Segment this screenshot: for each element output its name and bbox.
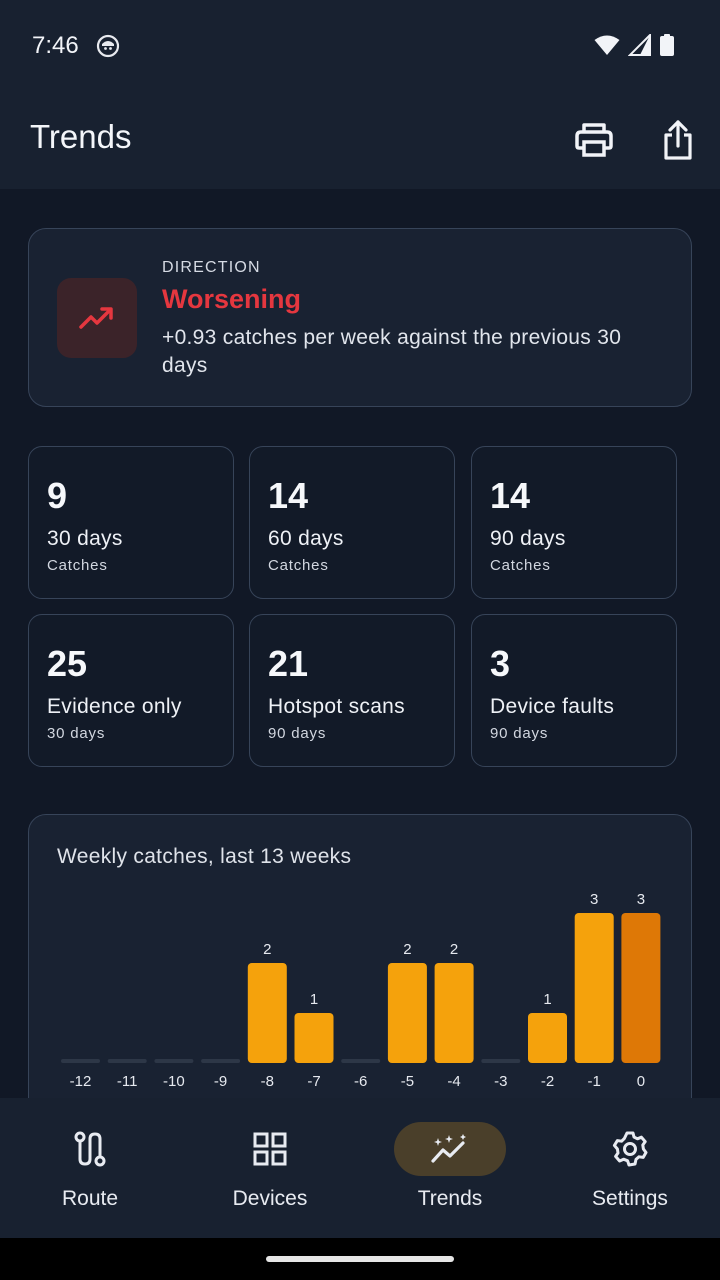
route-icon	[74, 1131, 106, 1167]
stat-subtitle: Catches	[268, 557, 329, 574]
stat-card-catches-30-days: 9 30 days Catches	[28, 446, 234, 599]
trending-up-icon	[79, 307, 113, 329]
x-tick-label: -6	[354, 1073, 367, 1090]
print-button[interactable]	[568, 114, 620, 166]
nav-label: Route	[61, 1187, 119, 1210]
nav-label: Trends	[417, 1187, 483, 1210]
stat-title: 30 days	[47, 527, 123, 550]
bar-week--8	[247, 963, 287, 1063]
nav-icon-container	[34, 1122, 146, 1176]
bar-value-label: 2	[403, 941, 411, 958]
trends-icon	[431, 1134, 466, 1163]
grid-icon	[253, 1132, 287, 1166]
app-bar: Trends	[0, 92, 720, 189]
stat-card-hotspot-scans: 21 Hotspot scans 90 days	[249, 614, 455, 767]
gesture-handle[interactable]	[266, 1256, 454, 1262]
x-tick-label: -12	[70, 1073, 92, 1090]
nav-item-trends[interactable]: Trends	[360, 1098, 540, 1238]
bar-value-label: 2	[450, 941, 458, 958]
bar-value-label: 2	[263, 941, 271, 958]
bar-value-label: 1	[310, 991, 318, 1008]
stat-card-evidence-only: 25 Evidence only 30 days	[28, 614, 234, 767]
nav-icon-container	[214, 1122, 326, 1176]
stat-subtitle: Catches	[490, 557, 551, 574]
notification-face-icon	[96, 34, 120, 58]
x-tick-label: -2	[541, 1073, 554, 1090]
x-tick-label: -9	[214, 1073, 227, 1090]
direction-value: Worsening	[162, 284, 302, 314]
nav-label: Devices	[232, 1187, 308, 1210]
bar-value-label: 3	[590, 891, 598, 908]
stat-title: 90 days	[490, 527, 566, 550]
battery-icon	[660, 34, 674, 56]
weekly-catches-chart: -12 -11 -10 -9 2 -8 1 -7 -6 2 -5 2 -4 -3 1 -2 3 -1 3 0	[61, 891, 661, 1090]
bar-week--6	[341, 1059, 381, 1063]
bar-value-label: 3	[637, 891, 645, 908]
status-time: 7:46	[32, 32, 79, 59]
stat-title: Hotspot scans	[268, 695, 405, 718]
nav-item-route[interactable]: Route	[0, 1098, 180, 1238]
nav-label: Settings	[592, 1187, 668, 1210]
bar-week--7	[294, 1013, 334, 1063]
bar-week--9	[201, 1059, 241, 1063]
bar-week--3	[481, 1059, 521, 1063]
x-tick-label: -10	[163, 1073, 185, 1090]
stat-value: 9	[47, 475, 68, 516]
bar-week--10	[154, 1059, 194, 1063]
stat-card-catches-60-days: 14 60 days Catches	[249, 446, 455, 599]
share-icon	[664, 120, 692, 160]
stat-title: Device faults	[490, 695, 615, 718]
nav-icon-container-active	[394, 1122, 506, 1176]
stat-subtitle: 90 days	[490, 725, 549, 742]
stat-title: 60 days	[268, 527, 344, 550]
page-title: Trends	[30, 118, 132, 155]
x-tick-label: -1	[588, 1073, 601, 1090]
x-tick-label: -5	[401, 1073, 414, 1090]
gesture-navigation-area	[0, 1238, 720, 1280]
direction-card: DIRECTION Worsening +0.93 catches per we…	[28, 228, 692, 407]
nav-item-devices[interactable]: Devices	[180, 1098, 360, 1238]
x-tick-label: -3	[494, 1073, 507, 1090]
bar-week--2	[528, 1013, 567, 1063]
bar-week--1	[574, 913, 614, 1063]
stat-subtitle: 90 days	[268, 725, 327, 742]
stat-value: 14	[268, 475, 309, 516]
stat-value: 25	[47, 643, 88, 684]
x-tick-label: -7	[307, 1073, 320, 1090]
weekly-catches-chart-card: Weekly catches, last 13 weeks -12 -11 -10-…	[28, 814, 692, 1124]
share-button[interactable]	[652, 114, 704, 166]
trend-icon-box	[57, 278, 137, 358]
bar-week-0	[621, 913, 661, 1063]
x-tick-label: 0	[637, 1073, 645, 1090]
chart-title: Weekly catches, last 13 weeks	[57, 845, 352, 868]
gear-icon	[612, 1131, 648, 1167]
x-tick-label: -4	[447, 1073, 460, 1090]
stat-card-device-faults: 3 Device faults 90 days	[471, 614, 677, 767]
print-icon	[575, 123, 613, 157]
bar-value-label: 1	[543, 991, 551, 1008]
status-bar: 7:46	[0, 0, 720, 92]
bar-week--11	[107, 1059, 147, 1063]
wifi-icon	[594, 35, 620, 55]
x-tick-label: -11	[117, 1073, 138, 1090]
bottom-navigation: Route Devices Trends	[0, 1098, 720, 1238]
stat-subtitle: 30 days	[47, 725, 106, 742]
stat-subtitle: Catches	[47, 557, 108, 574]
bar-week--12	[61, 1059, 100, 1063]
nav-icon-container	[574, 1122, 686, 1176]
bar-week--5	[387, 963, 427, 1063]
cell-signal-icon	[628, 34, 651, 56]
stat-value: 14	[490, 475, 531, 516]
stat-card-catches-90-days: 14 90 days Catches	[471, 446, 677, 599]
x-tick-label: -8	[261, 1073, 274, 1090]
direction-label: DIRECTION	[162, 259, 261, 276]
stat-value: 21	[268, 643, 309, 684]
nav-item-settings[interactable]: Settings	[540, 1098, 720, 1238]
stat-title: Evidence only	[47, 695, 182, 718]
bar-week--4	[434, 963, 474, 1063]
direction-description: +0.93 catches per week against the previ…	[162, 326, 622, 377]
stat-value: 3	[490, 643, 511, 684]
